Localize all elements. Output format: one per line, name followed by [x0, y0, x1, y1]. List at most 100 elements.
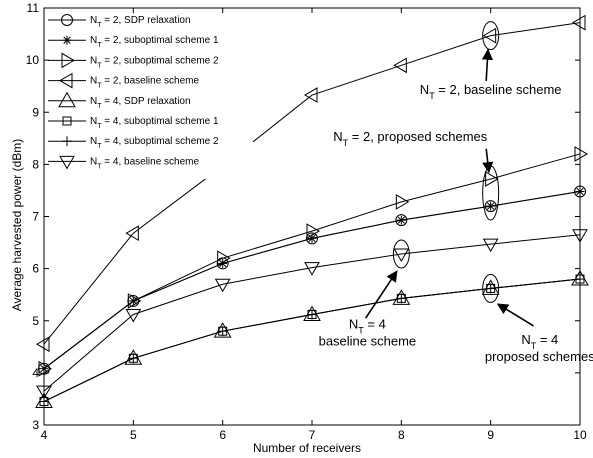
y-tick-label: 5	[32, 314, 39, 328]
annotation-text: NT = 2, proposed schemes	[333, 129, 487, 148]
annotation-text-main: N	[333, 129, 342, 144]
annotation-text-main: N	[420, 82, 429, 97]
data-point-shape	[127, 293, 142, 309]
data-point-shape	[217, 250, 231, 267]
legend-label-main: N	[90, 76, 97, 87]
data-point-shape	[36, 336, 50, 353]
data-point	[306, 223, 320, 239]
x-tick-label: 4	[41, 428, 48, 442]
annotation-ellipse	[392, 239, 410, 269]
legend-label-rest: = 4, suboptimal scheme 2	[102, 136, 219, 147]
data-point	[36, 385, 52, 400]
data-point	[125, 308, 142, 323]
data-point-shape	[36, 385, 52, 400]
series-line	[43, 234, 581, 392]
annotation-text: NT = 4	[349, 317, 386, 336]
data-point-shape	[482, 27, 497, 44]
series-line	[43, 22, 581, 345]
data-point-shape	[304, 87, 318, 103]
series-2	[38, 146, 588, 377]
legend-marker	[59, 72, 73, 89]
annotation-text-rest: = 2, proposed schemes	[348, 129, 488, 144]
x-tick-label: 8	[398, 428, 405, 442]
legend-marker	[59, 155, 75, 170]
legend-label-main: N	[90, 136, 97, 147]
annotation-arrow	[496, 303, 534, 327]
series-4	[35, 270, 589, 409]
data-point-shape	[574, 185, 586, 198]
legend-label-sub: T	[97, 143, 102, 150]
series-line	[43, 278, 581, 402]
series-5	[39, 274, 585, 407]
legend-label-sub: T	[97, 123, 102, 130]
x-tick-label: 6	[219, 428, 226, 442]
annotation-text: proposed schemes	[485, 349, 593, 364]
series-line	[43, 190, 581, 370]
legend-entry-0: NT = 2, SDP relaxation	[48, 14, 191, 29]
annotation-1: NT = 2, proposed schemes	[333, 129, 500, 221]
legend-marker-shape	[59, 155, 75, 170]
legend-marker-shape	[62, 116, 72, 126]
legend-entry-1: NT = 2, suboptimal scheme 1	[48, 35, 219, 49]
data-point-a4	[487, 202, 495, 210]
legend-marker-shape	[61, 14, 73, 26]
data-point	[484, 200, 497, 213]
annotation-text-rest: = 4	[536, 332, 558, 347]
data-point	[572, 14, 586, 31]
legend-label: NT = 2, SDP relaxation	[90, 15, 191, 29]
legend-label-main: N	[90, 15, 97, 26]
x-tick-label: 10	[573, 428, 587, 442]
legend-label-sub: T	[97, 42, 102, 49]
data-point	[127, 293, 142, 309]
legend-label-main: N	[90, 116, 97, 127]
legend-label: NT = 2, baseline scheme	[90, 76, 200, 90]
legend-marker	[62, 136, 72, 147]
legend-marker-shape	[58, 91, 76, 108]
legend-entry-5: NT = 4, suboptimal scheme 1	[48, 116, 219, 130]
data-point-shape	[125, 225, 139, 242]
series-layer	[35, 14, 589, 409]
x-tick-label: 5	[130, 428, 137, 442]
legend-label-rest: = 2, SDP relaxation	[102, 15, 191, 26]
y-tick-label: 9	[32, 105, 39, 119]
legend-entry-2: NT = 2, suboptimal scheme 2	[48, 52, 219, 69]
legend-label-sub: T	[97, 22, 102, 29]
data-point-shape	[393, 57, 407, 74]
legend-label: NT = 4, baseline scheme	[90, 156, 200, 170]
legend-marker	[61, 52, 75, 69]
data-point-a4	[397, 216, 405, 224]
annotation-text-sub: T	[343, 138, 349, 148]
annotation-0: NT = 2, baseline scheme	[420, 21, 562, 101]
data-point	[307, 309, 317, 320]
x-axis-label: Number of receivers	[253, 441, 361, 455]
data-point-shape	[395, 214, 408, 227]
legend-label-sub: T	[97, 163, 102, 170]
legend-background	[45, 9, 253, 179]
annotation-text-sub: T	[358, 326, 364, 336]
data-point-shape	[395, 194, 410, 210]
data-point-shape	[572, 229, 588, 243]
y-tick-label: 11	[27, 1, 40, 15]
legend-label-main: N	[90, 156, 97, 167]
legend-entry-4: NT = 4, SDP relaxation	[48, 91, 191, 110]
y-tick-label: 7	[32, 210, 39, 224]
annotation-text: baseline scheme	[319, 334, 417, 349]
legend-label-main: N	[90, 35, 97, 46]
annotation-text-main: N	[349, 317, 358, 332]
annotation-text-main: baseline scheme	[319, 334, 417, 349]
series-line	[43, 278, 581, 402]
data-point	[36, 336, 50, 353]
legend-entry-7: NT = 4, baseline scheme	[48, 155, 200, 170]
legend-label-rest: = 2, suboptimal scheme 1	[102, 35, 219, 46]
data-point	[304, 87, 318, 103]
data-point-shape	[214, 278, 231, 293]
y-tick-label: 3	[32, 418, 39, 432]
data-point	[304, 262, 320, 276]
annotation-text-rest: = 2, baseline scheme	[435, 82, 562, 97]
y-tick-label: 4	[32, 366, 39, 380]
annotation-text-sub: T	[429, 91, 435, 101]
